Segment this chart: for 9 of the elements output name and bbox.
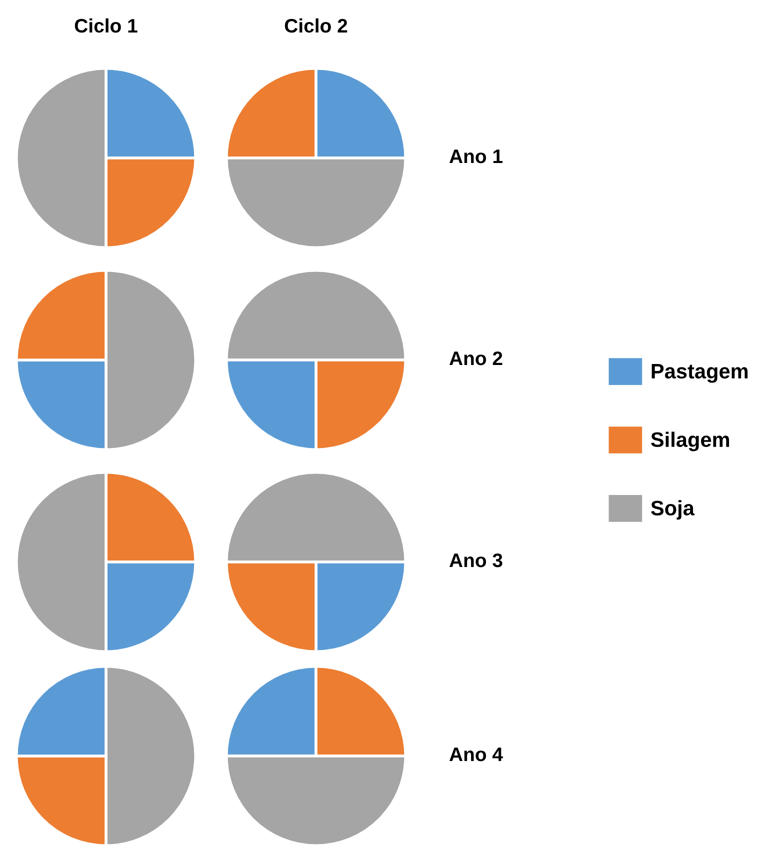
- chart-title: Ciclo 1: [74, 18, 138, 33]
- text: Ano 2: [449, 351, 502, 366]
- legend-label: Silagem: [651, 432, 730, 452]
- legend-label: Pastagem: [652, 364, 748, 383]
- text: Ano 1: [449, 150, 502, 164]
- legend-label: Soja: [651, 500, 695, 520]
- chart-title: Ciclo 2: [284, 18, 348, 33]
- text: Ano 4: [449, 748, 503, 762]
- text: Ano 3: [449, 553, 502, 568]
